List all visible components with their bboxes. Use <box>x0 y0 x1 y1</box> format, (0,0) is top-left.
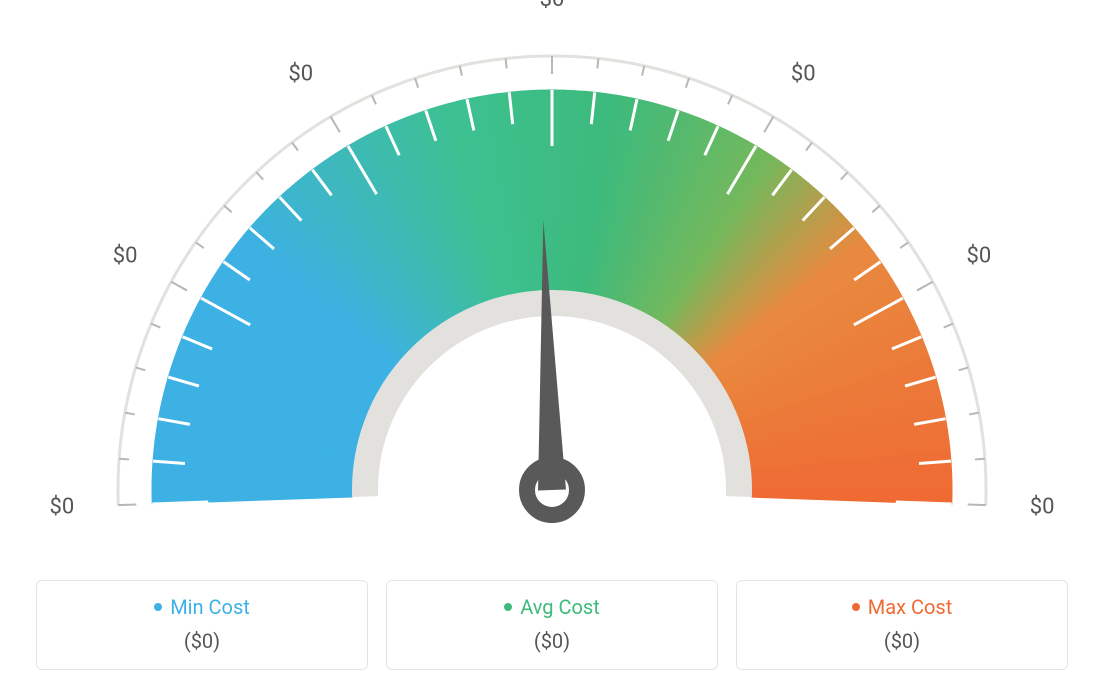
gauge-outer-tick-minor <box>224 206 232 213</box>
gauge-outer-tick-major <box>764 117 773 132</box>
gauge-outer-tick-minor <box>872 206 880 213</box>
legend-max-title: Max Cost <box>755 595 1049 619</box>
gauge-outer-tick-minor <box>151 324 160 328</box>
gauge-scale-label: $0 <box>1030 494 1055 519</box>
gauge-outer-tick-major <box>171 282 187 291</box>
legend-max-dot-icon <box>852 603 860 611</box>
gauge-outer-tick-minor <box>125 413 135 415</box>
gauge-outer-tick-minor <box>686 78 689 87</box>
gauge-outer-tick-minor <box>969 413 979 415</box>
legend-row: Min Cost ($0) Avg Cost ($0) Max Cost ($0… <box>36 580 1068 670</box>
gauge-scale-label: $0 <box>113 243 138 268</box>
legend-max-value: ($0) <box>755 629 1049 653</box>
gauge-scale-label: $0 <box>50 494 75 519</box>
legend-max-label: Max Cost <box>868 595 953 619</box>
legend-min-value: ($0) <box>55 629 349 653</box>
legend-item-max: Max Cost ($0) <box>736 580 1068 670</box>
legend-avg-value: ($0) <box>405 629 699 653</box>
legend-min-title: Min Cost <box>55 595 349 619</box>
gauge-outer-tick-minor <box>372 95 376 104</box>
gauge-outer-tick-major <box>331 117 340 132</box>
gauge-outer-tick-minor <box>841 172 848 179</box>
gauge-outer-tick-major <box>968 505 986 506</box>
gauge-scale-label: $0 <box>540 0 565 12</box>
gauge-scale-label: $0 <box>288 61 313 86</box>
gauge-outer-tick-minor <box>944 324 953 328</box>
legend-item-min: Min Cost ($0) <box>36 580 368 670</box>
legend-avg-label: Avg Cost <box>520 595 600 619</box>
gauge-outer-tick-minor <box>292 142 298 150</box>
gauge-outer-tick-minor <box>642 66 644 76</box>
gauge-outer-tick-minor <box>196 242 204 248</box>
legend-item-avg: Avg Cost ($0) <box>386 580 718 670</box>
gauge-outer-tick-major <box>917 282 933 291</box>
legend-min-dot-icon <box>154 603 162 611</box>
gauge-outer-tick-minor <box>256 172 263 179</box>
gauge-outer-tick-minor <box>415 78 418 87</box>
gauge-outer-tick-minor <box>959 367 969 370</box>
gauge-outer-tick-minor <box>136 367 146 370</box>
legend-avg-title: Avg Cost <box>405 595 699 619</box>
cost-gauge-chart: $0 $0 $0 $0 $0 $0 $0 Min Cost ($0) Avg Cost ($… <box>0 0 1104 690</box>
legend-min-label: Min Cost <box>170 595 250 619</box>
gauge-outer-tick-minor <box>119 459 129 460</box>
gauge-outer-tick-minor <box>506 58 507 68</box>
gauge-svg <box>0 0 1104 560</box>
gauge-outer-tick-minor <box>900 242 908 248</box>
gauge-outer-tick-minor <box>975 459 985 460</box>
gauge-tick-major <box>896 502 952 504</box>
gauge-scale-label: $0 <box>966 243 991 268</box>
gauge-outer-tick-minor <box>460 66 462 76</box>
gauge-tick-major <box>152 502 208 504</box>
gauge-outer-tick-major <box>118 505 136 506</box>
gauge-outer-tick-minor <box>728 95 732 104</box>
legend-avg-dot-icon <box>504 603 512 611</box>
gauge-outer-tick-minor <box>597 58 598 68</box>
gauge-outer-tick-minor <box>806 142 812 150</box>
gauge-scale-label: $0 <box>791 61 816 86</box>
